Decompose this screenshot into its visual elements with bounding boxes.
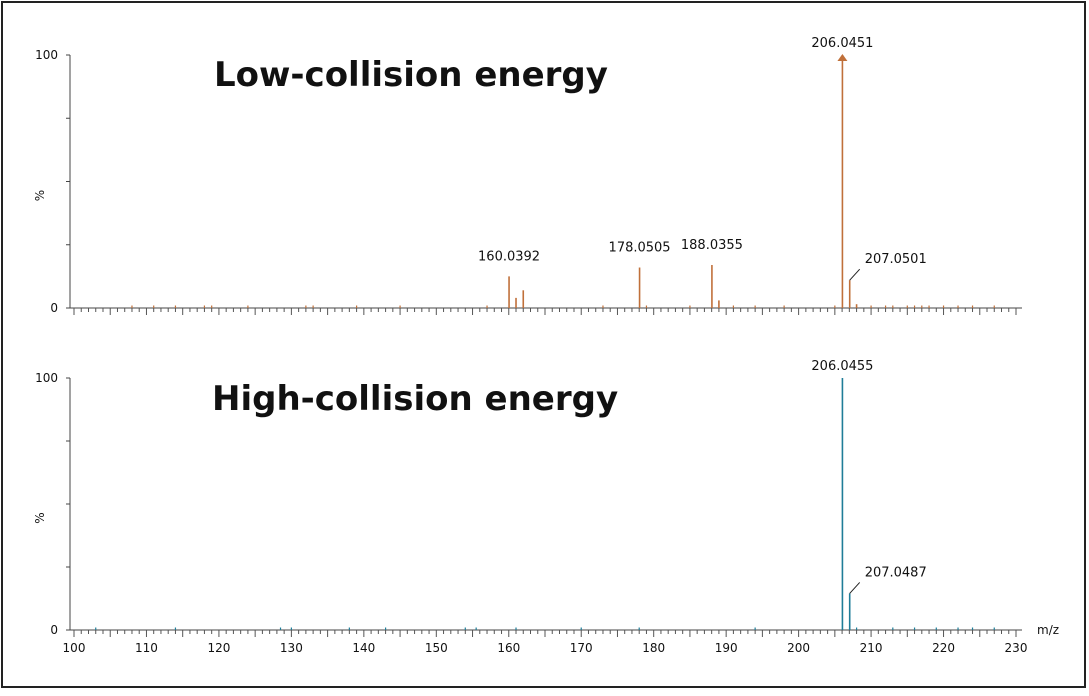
peak-arrow-icon [837,54,848,61]
label-leader [849,582,861,594]
peak-label: 188.0355 [681,238,743,253]
x-tick-label: 230 [1005,641,1028,655]
peak-label: 207.0487 [865,565,927,580]
x-tick-label: 140 [352,641,375,655]
peak-label: 207.0501 [865,252,927,267]
peak-label: 206.0455 [811,359,873,374]
y-tick-label: 100 [35,48,58,62]
panel-title-low: Low-collision energy [214,55,608,95]
y-tick-label: 0 [50,623,58,637]
x-tick-label: 100 [63,641,86,655]
peak-label: 178.0505 [609,241,671,256]
x-tick-label: 120 [207,641,230,655]
y-tick-label: 0 [50,301,58,315]
x-tick-label: 210 [860,641,883,655]
peak-label: 206.0451 [811,36,873,51]
peak-label: 160.0392 [478,249,540,264]
x-tick-label: 190 [715,641,738,655]
x-axis-label: m/z [1037,623,1059,637]
x-tick-label: 130 [280,641,303,655]
label-leader [849,268,861,281]
x-tick-label: 220 [932,641,955,655]
x-tick-label: 110 [135,641,158,655]
x-tick-label: 170 [570,641,593,655]
y-axis-label: % [33,512,47,523]
x-tick-label: 200 [787,641,810,655]
x-tick-label: 160 [497,641,520,655]
y-tick-label: 100 [35,371,58,385]
x-tick-label: 180 [642,641,665,655]
x-tick-label: 150 [425,641,448,655]
y-axis-label: % [33,190,47,201]
panel-title-high: High-collision energy [212,379,618,419]
